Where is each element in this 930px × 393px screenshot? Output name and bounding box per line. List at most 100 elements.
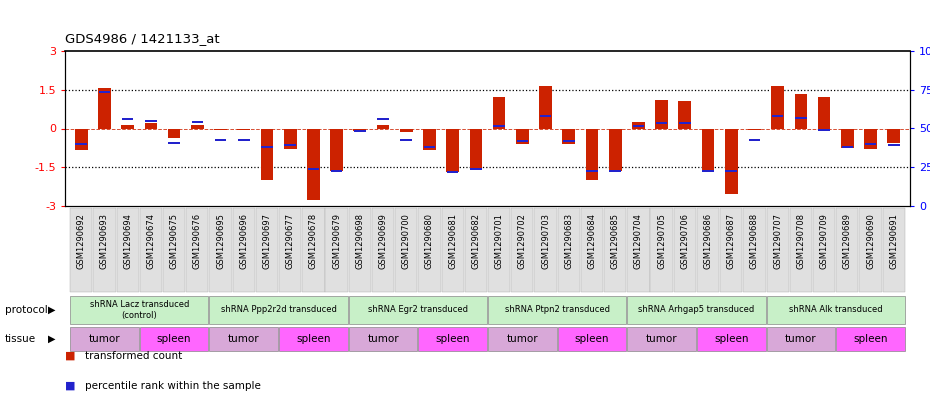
Text: GSM1290692: GSM1290692 [77,213,86,269]
Bar [817,97,830,129]
Text: GSM1290707: GSM1290707 [773,213,782,269]
Text: tumor: tumor [367,334,399,344]
FancyBboxPatch shape [209,296,348,324]
Bar [679,101,691,129]
Bar [888,144,899,146]
Text: GSM1290690: GSM1290690 [866,213,875,269]
Bar [237,129,250,130]
Text: percentile rank within the sample: percentile rank within the sample [86,381,261,391]
Bar [632,125,644,127]
FancyBboxPatch shape [836,208,858,292]
Text: spleen: spleen [575,334,609,344]
Bar [794,94,807,129]
Bar [75,129,87,151]
Bar [563,129,575,144]
FancyBboxPatch shape [279,208,301,292]
Bar [609,170,621,172]
Text: spleen: spleen [435,334,470,344]
FancyBboxPatch shape [372,208,394,292]
Bar [470,167,482,169]
FancyBboxPatch shape [163,208,185,292]
Text: ▶: ▶ [48,305,56,315]
Bar [887,129,900,143]
FancyBboxPatch shape [256,208,278,292]
FancyBboxPatch shape [349,208,371,292]
Bar [98,88,111,129]
FancyBboxPatch shape [697,208,719,292]
Bar [284,129,297,149]
Text: GSM1290676: GSM1290676 [193,213,202,269]
Text: GSM1290674: GSM1290674 [146,213,155,269]
Bar [493,97,506,129]
Bar [539,86,551,129]
Bar [795,117,806,119]
Bar [446,129,459,173]
Bar [586,170,598,172]
Text: GSM1290705: GSM1290705 [658,213,666,269]
Bar [656,100,668,129]
FancyBboxPatch shape [836,327,905,351]
Text: GSM1290688: GSM1290688 [750,213,759,269]
Text: GSM1290675: GSM1290675 [169,213,179,269]
Text: tumor: tumor [88,334,120,344]
Bar [191,125,204,129]
FancyBboxPatch shape [535,208,557,292]
Bar [771,86,784,129]
FancyBboxPatch shape [465,208,487,292]
Bar [353,129,366,131]
Text: GSM1290700: GSM1290700 [402,213,411,269]
FancyBboxPatch shape [302,208,325,292]
FancyBboxPatch shape [488,208,511,292]
Bar [285,144,296,146]
Text: tumor: tumor [785,334,817,344]
Text: tumor: tumor [228,334,259,344]
Text: GSM1290679: GSM1290679 [332,213,341,269]
FancyBboxPatch shape [232,208,255,292]
Text: shRNA Egr2 transduced: shRNA Egr2 transduced [368,305,468,314]
FancyBboxPatch shape [512,208,534,292]
Text: GSM1290687: GSM1290687 [726,213,736,269]
FancyBboxPatch shape [70,327,139,351]
Text: shRNA Alk transduced: shRNA Alk transduced [789,305,883,314]
Bar [516,129,529,144]
FancyBboxPatch shape [488,296,626,324]
Text: shRNA Arhgap5 transduced: shRNA Arhgap5 transduced [638,305,754,314]
Text: spleen: spleen [157,334,192,344]
Bar [99,91,111,94]
FancyBboxPatch shape [442,208,464,292]
FancyBboxPatch shape [558,327,626,351]
Bar [377,125,390,129]
Text: GSM1290691: GSM1290691 [889,213,898,269]
FancyBboxPatch shape [766,296,905,324]
Bar [260,129,273,180]
Text: GSM1290701: GSM1290701 [495,213,504,269]
Text: GSM1290693: GSM1290693 [100,213,109,269]
Bar [447,171,458,173]
FancyBboxPatch shape [581,208,604,292]
Text: ■: ■ [65,381,75,391]
Bar [724,129,737,195]
FancyBboxPatch shape [813,208,835,292]
Bar [701,129,714,173]
Text: shRNA Ptpn2 transduced: shRNA Ptpn2 transduced [505,305,610,314]
Text: GSM1290699: GSM1290699 [379,213,388,269]
Bar [539,114,551,117]
Text: spleen: spleen [854,334,888,344]
Bar [609,129,621,171]
FancyBboxPatch shape [140,327,208,351]
Bar [864,129,877,149]
Text: protocol: protocol [5,305,47,315]
Text: shRNA Lacz transduced
(control): shRNA Lacz transduced (control) [89,300,189,320]
Text: GSM1290696: GSM1290696 [239,213,248,269]
FancyBboxPatch shape [349,296,487,324]
Text: transformed count: transformed count [86,351,182,361]
FancyBboxPatch shape [766,327,835,351]
Text: GSM1290685: GSM1290685 [611,213,619,269]
FancyBboxPatch shape [627,208,649,292]
FancyBboxPatch shape [116,208,139,292]
Bar [841,129,854,148]
Bar [168,141,179,144]
Text: GSM1290686: GSM1290686 [703,213,712,269]
Text: GDS4986 / 1421133_at: GDS4986 / 1421133_at [65,32,219,45]
Text: GSM1290704: GSM1290704 [634,213,643,269]
